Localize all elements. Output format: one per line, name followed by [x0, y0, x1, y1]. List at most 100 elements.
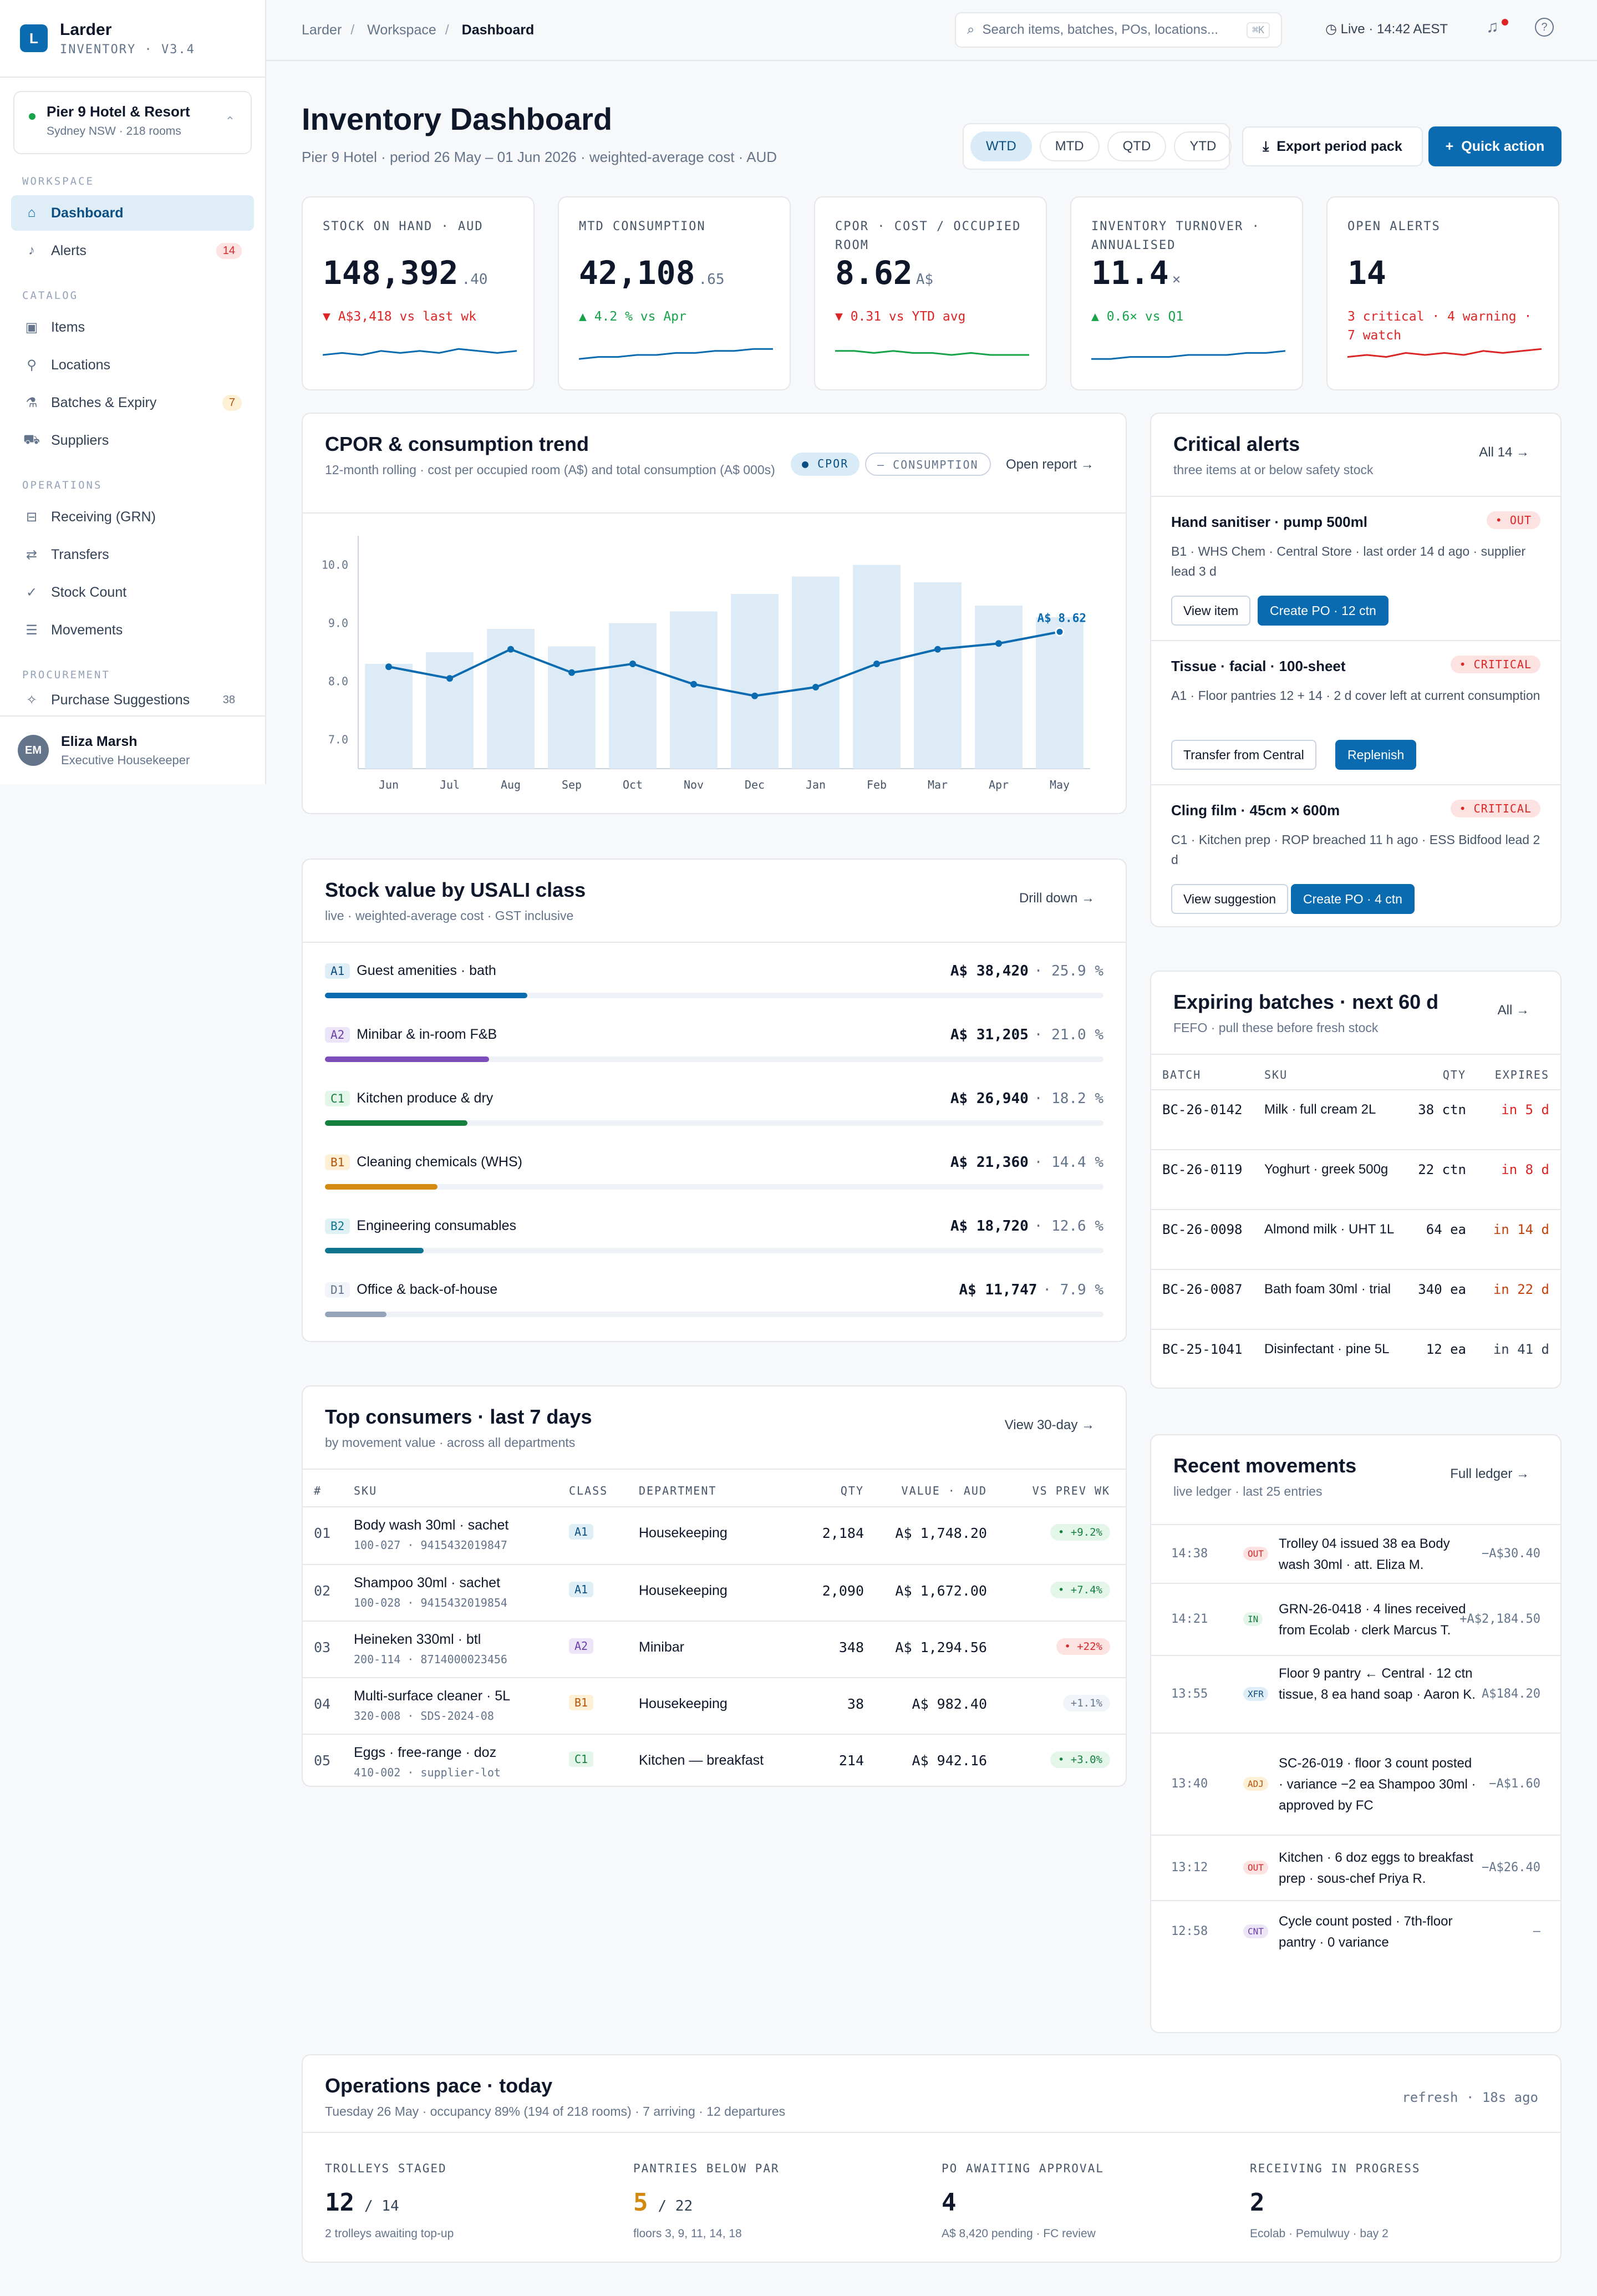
- alert-primary-button[interactable]: Create PO · 4 ctn: [1291, 884, 1415, 914]
- rank: 03: [314, 1639, 331, 1655]
- sidebar-nav: WORKSPACE ⌂ Dashboard ♪ Alerts 14 CATALOG ▣ Item…: [0, 175, 265, 708]
- movement-type-badge: OUT: [1243, 1861, 1268, 1875]
- sidebar-item-receiving-grn-[interactable]: ⊟ Receiving (GRN): [11, 499, 254, 535]
- alert-secondary-button[interactable]: View item: [1171, 596, 1251, 626]
- ops-value-of: / 22: [658, 2198, 693, 2214]
- rank: 01: [314, 1525, 331, 1541]
- stock-class-row[interactable]: A2 Minibar & in-room F&B A$ 31,205 · 21.0 …: [325, 1027, 1103, 1082]
- crumb-app[interactable]: Larder: [302, 22, 342, 38]
- movement-type-badge: IN: [1243, 1612, 1263, 1626]
- kpi-suffix: ×: [1172, 271, 1181, 288]
- period-qtd[interactable]: QTD: [1107, 131, 1167, 161]
- sidebar-item-dashboard[interactable]: ⌂ Dashboard: [11, 195, 254, 231]
- refresh-status[interactable]: refresh · 18s ago: [1402, 2090, 1538, 2105]
- table-row[interactable]: 04 Multi-surface cleaner · 5L 320-008 · …: [303, 1677, 1126, 1734]
- crumb-workspace[interactable]: Workspace: [367, 22, 436, 38]
- all-alerts-link[interactable]: All 14 →: [1479, 445, 1529, 460]
- sparkline: [579, 348, 773, 360]
- sku-name: Yoghurt · greek 500g: [1264, 1162, 1389, 1177]
- quick-action-button[interactable]: + Quick action: [1428, 126, 1562, 166]
- stock-class-row[interactable]: C1 Kitchen produce & dry A$ 26,940 · 18.2 …: [325, 1090, 1103, 1146]
- x-tick-label: Apr: [989, 778, 1009, 791]
- ops-metric-sub: floors 3, 9, 11, 14, 18: [633, 2227, 742, 2240]
- table-row[interactable]: BC-26-0098 Almond milk · UHT 1L 64 ea in…: [1151, 1209, 1560, 1269]
- alert-secondary-button[interactable]: View suggestion: [1171, 884, 1289, 914]
- rank: 04: [314, 1696, 331, 1712]
- stock-class-row[interactable]: B1 Cleaning chemicals (WHS) A$ 21,360 · 14…: [325, 1154, 1103, 1210]
- movement-row[interactable]: 14:38 OUT Trolley 04 issued 38 ea Body w…: [1151, 1524, 1560, 1583]
- sidebar-item-batches-expiry[interactable]: ⚗ Batches & Expiry 7: [11, 385, 254, 420]
- kpi-card[interactable]: CPOR · COST / OCCUPIED ROOM 8.62 A$ ▼ 0.3…: [814, 196, 1047, 390]
- card-subtitle: by movement value · across all departmen…: [325, 1435, 576, 1450]
- stock-class-row[interactable]: A1 Guest amenities · bath A$ 38,420 · 25.9…: [325, 963, 1103, 1018]
- movement-row[interactable]: 12:58 CNT Cycle count posted · 7th-floor…: [1151, 1900, 1560, 1962]
- kpi-card[interactable]: OPEN ALERTS 14 3 critical · 4 warning · …: [1326, 196, 1559, 390]
- alert-item: Cling film · 45cm × 600m • CRITICAL C1 ·…: [1151, 784, 1560, 926]
- sidebar-item-purchase-suggestions[interactable]: ✧ Purchase Suggestions 38: [11, 689, 254, 708]
- sidebar-item-items[interactable]: ▣ Items: [11, 309, 254, 345]
- open-report-link[interactable]: Open report →: [1006, 457, 1094, 472]
- table-row[interactable]: 02 Shampoo 30ml · sachet 100-028 · 94154…: [303, 1564, 1126, 1621]
- sidebar-item-locations[interactable]: ⚲ Locations: [11, 347, 254, 383]
- department: Housekeeping: [639, 1583, 728, 1598]
- full-ledger-link[interactable]: Full ledger →: [1450, 1466, 1529, 1481]
- sidebar-item-label: Alerts: [51, 242, 87, 258]
- table-row[interactable]: BC-26-0087 Bath foam 30ml · trial 340 ea…: [1151, 1269, 1560, 1329]
- alert-primary-button[interactable]: Create PO · 12 ctn: [1258, 596, 1389, 626]
- legend-consumption-label: CONSUMPTION: [893, 458, 979, 471]
- class-amount: A$ 38,420 · 25.9 %: [950, 963, 1103, 979]
- table-row[interactable]: BC-26-0119 Yoghurt · greek 500g 22 ctn i…: [1151, 1149, 1560, 1209]
- alert-primary-button[interactable]: Replenish: [1335, 740, 1417, 770]
- period-mtd[interactable]: MTD: [1039, 131, 1100, 161]
- card-title: Recent movements: [1173, 1454, 1357, 1477]
- kpi-card[interactable]: MTD CONSUMPTION 42,108.65 ▲ 4.2 % vs Apr: [558, 196, 791, 390]
- amount-value: A$ 26,940: [950, 1090, 1029, 1107]
- hotel-switcher[interactable]: Pier 9 Hotel & Resort Sydney NSW · 218 r…: [13, 91, 252, 154]
- period-wtd[interactable]: WTD: [970, 131, 1032, 161]
- table-row[interactable]: BC-25-1041 Disinfectant · pine 5L 12 ea …: [1151, 1329, 1560, 1388]
- expires: in 8 d: [1501, 1162, 1549, 1177]
- legend-consumption[interactable]: — CONSUMPTION: [865, 453, 991, 476]
- data-point: [568, 669, 575, 676]
- inbox-icon: ⊟: [26, 509, 38, 525]
- sidebar-item-stock-count[interactable]: ✓ Stock Count: [11, 575, 254, 610]
- sidebar-item-suppliers[interactable]: ⛟ Suppliers: [11, 423, 254, 458]
- stock-class-row[interactable]: D1 Office & back-of-house A$ 11,747 · 7.9 …: [325, 1282, 1103, 1337]
- export-button[interactable]: ⤓ Export period pack: [1242, 126, 1423, 166]
- table-row[interactable]: 03 Heineken 330ml · btl 200-114 · 871400…: [303, 1621, 1126, 1677]
- help-icon[interactable]: ?: [1535, 18, 1554, 37]
- kpi-label: STOCK ON HAND · AUD: [323, 220, 484, 233]
- movement-row[interactable]: 14:21 IN GRN-26-0418 · 4 lines received …: [1151, 1583, 1560, 1655]
- movement-row[interactable]: 13:40 ADJ SC-26-019 · floor 3 count post…: [1151, 1733, 1560, 1835]
- period-ytd[interactable]: YTD: [1174, 131, 1232, 161]
- card-subtitle: Tuesday 26 May · occupancy 89% (194 of 2…: [325, 2104, 786, 2119]
- kpi-label: INVENTORY TURNOVER · ANNUALISED: [1091, 220, 1260, 252]
- table-row[interactable]: BC-26-0142 Milk · full cream 2L 38 ctn i…: [1151, 1089, 1560, 1149]
- movement-text: Kitchen · 6 doz eggs to breakfast prep ·…: [1279, 1850, 1473, 1886]
- bell-icon[interactable]: ♫: [1486, 18, 1499, 36]
- sku-name: Eggs · free-range · doz: [354, 1745, 497, 1760]
- user-card[interactable]: EM Eliza Marsh Executive Housekeeper: [0, 715, 265, 784]
- stock-class-row[interactable]: B2 Engineering consumables A$ 18,720 · 12.…: [325, 1218, 1103, 1273]
- table-row[interactable]: 01 Body wash 30ml · sachet 100-027 · 941…: [303, 1507, 1126, 1564]
- box-icon: ▣: [25, 319, 38, 335]
- movement-row[interactable]: 13:55 XFR Floor 9 pantry ← Central · 12 …: [1151, 1655, 1560, 1733]
- drill-down-link[interactable]: Drill down →: [1019, 891, 1095, 906]
- sidebar-item-alerts[interactable]: ♪ Alerts 14: [11, 233, 254, 268]
- card-subtitle: live · weighted-average cost · GST inclu…: [325, 908, 574, 923]
- nav-section-title: WORKSPACE: [22, 175, 94, 187]
- data-point: [995, 640, 1002, 647]
- movement-row[interactable]: 13:12 OUT Kitchen · 6 doz eggs to breakf…: [1151, 1835, 1560, 1900]
- sidebar-item-transfers[interactable]: ⇄ Transfers: [11, 537, 254, 572]
- card-title: CPOR & consumption trend: [325, 433, 589, 455]
- sidebar-item-movements[interactable]: ☰ Movements: [11, 612, 254, 648]
- view-30day-link[interactable]: View 30-day →: [1004, 1418, 1095, 1433]
- kpi-card[interactable]: STOCK ON HAND · AUD 148,392.40 ▼ A$3,418…: [302, 196, 535, 390]
- legend-cpor[interactable]: ● CPOR: [791, 453, 860, 476]
- alert-secondary-button[interactable]: Transfer from Central: [1171, 740, 1316, 770]
- all-expiring-link[interactable]: All →: [1497, 1003, 1529, 1018]
- kpi-card[interactable]: INVENTORY TURNOVER · ANNUALISED 11.4 × ▲ …: [1070, 196, 1303, 390]
- search-input[interactable]: ⌕ Search items, batches, POs, locations.…: [955, 12, 1282, 48]
- sku-code: 100-027 · 9415432019847: [354, 1538, 507, 1552]
- table-row[interactable]: 05 Eggs · free-range · doz 410-002 · sup…: [303, 1734, 1126, 1786]
